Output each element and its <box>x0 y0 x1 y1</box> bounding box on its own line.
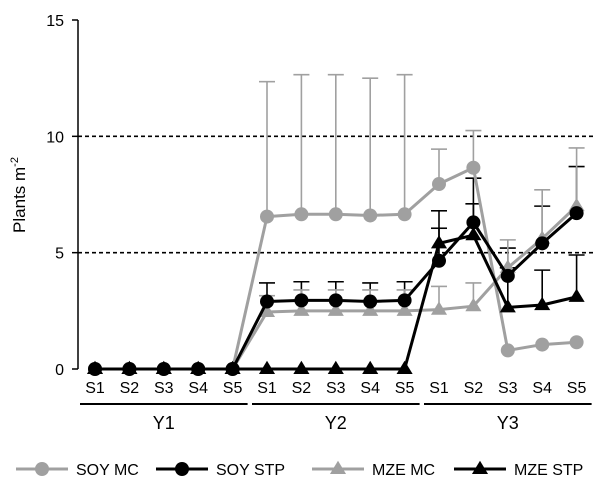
data-point <box>362 360 379 375</box>
data-point <box>535 236 550 251</box>
data-point <box>293 302 310 316</box>
x-tick-label: S3 <box>498 380 518 397</box>
legend-item: SOY STP <box>156 462 285 479</box>
data-point <box>569 206 584 221</box>
reference-lines <box>78 135 596 254</box>
data-point <box>294 207 309 222</box>
x-tick-labels: S1 S2 S3 S4 S5 S1 S2 S3 S4 S5 S1 S2 S3 S4 S5 <box>85 380 586 397</box>
data-point <box>328 207 343 222</box>
x-tick-label: S4 <box>360 380 380 397</box>
data-point <box>191 362 206 376</box>
y-axis-label: Plants m-2 <box>9 157 29 233</box>
data-point <box>260 209 274 224</box>
x-tick-label: S3 <box>326 380 346 397</box>
x-tick-label: S4 <box>532 380 552 397</box>
legend-item: MZE STP <box>454 460 583 479</box>
data-point <box>397 293 412 308</box>
legend-marker <box>329 460 347 475</box>
data-point <box>363 208 378 223</box>
data-point <box>466 215 481 230</box>
data-point <box>88 362 102 376</box>
data-point <box>225 362 240 376</box>
x-tick-label: S5 <box>567 380 587 397</box>
data-point <box>465 226 482 241</box>
x-tick-label: S4 <box>188 380 208 397</box>
data-point <box>258 303 276 318</box>
data-point <box>258 360 276 375</box>
legend-label: SOY MC <box>76 462 139 479</box>
data-point <box>535 337 550 352</box>
group-label: Y1 <box>153 413 175 433</box>
data-point <box>430 235 448 249</box>
legend-label: MZE MC <box>372 462 435 479</box>
data-point <box>465 297 482 312</box>
data-point <box>499 299 516 313</box>
data-point <box>294 293 309 308</box>
x-tick-label: S2 <box>292 380 312 397</box>
x-tick-label: S2 <box>464 380 484 397</box>
data-point <box>327 302 344 316</box>
data-point <box>500 268 515 283</box>
legend-marker <box>35 462 49 476</box>
data-point <box>432 253 446 268</box>
y-ticks: 0 5 10 15 <box>46 13 78 379</box>
x-tick-label: S2 <box>120 380 140 397</box>
data-point <box>466 160 481 175</box>
x-tick-label: S1 <box>429 380 449 397</box>
legend: SOY MC SOY STP MZE MC MZE STP <box>16 460 583 479</box>
data-point <box>363 294 378 309</box>
x-tick-label: S1 <box>85 380 105 397</box>
data-point <box>396 360 413 375</box>
y-tick-label: 0 <box>55 362 64 379</box>
data-point <box>122 362 137 376</box>
legend-label: SOY STP <box>216 462 285 479</box>
legend-item: MZE MC <box>312 460 435 479</box>
data-point <box>534 296 551 311</box>
x-tick-label: S5 <box>395 380 415 397</box>
data-point <box>293 360 310 375</box>
data-point <box>569 335 584 350</box>
data-point <box>328 293 343 308</box>
x-group-labels: Y1 Y2 Y3 <box>80 403 592 433</box>
data-point <box>362 302 379 316</box>
data-point <box>327 360 344 375</box>
error-bars <box>259 73 585 312</box>
data-point <box>156 362 171 376</box>
data-point <box>260 294 274 309</box>
series <box>86 160 585 376</box>
group-label: Y3 <box>497 413 519 433</box>
data-point <box>397 207 412 222</box>
legend-item: SOY MC <box>16 462 139 479</box>
y-tick-label: 10 <box>46 129 64 146</box>
y-tick-label: 5 <box>55 246 64 263</box>
legend-marker <box>175 462 189 476</box>
y-axis-label-sup: -2 <box>9 157 21 167</box>
x-tick-label: S5 <box>223 380 243 397</box>
x-tick-label: S3 <box>154 380 174 397</box>
group-label: Y2 <box>325 413 347 433</box>
legend-label: MZE STP <box>514 462 583 479</box>
x-tick-label: S1 <box>257 380 277 397</box>
y-tick-label: 15 <box>46 13 64 30</box>
legend-marker <box>471 460 489 475</box>
data-point <box>432 177 446 192</box>
y-axis-label-text: Plants m <box>10 167 29 233</box>
data-point <box>500 343 515 358</box>
data-point <box>568 288 585 302</box>
series-soy-stp <box>88 206 584 376</box>
data-point <box>430 301 448 315</box>
data-point <box>396 302 413 316</box>
